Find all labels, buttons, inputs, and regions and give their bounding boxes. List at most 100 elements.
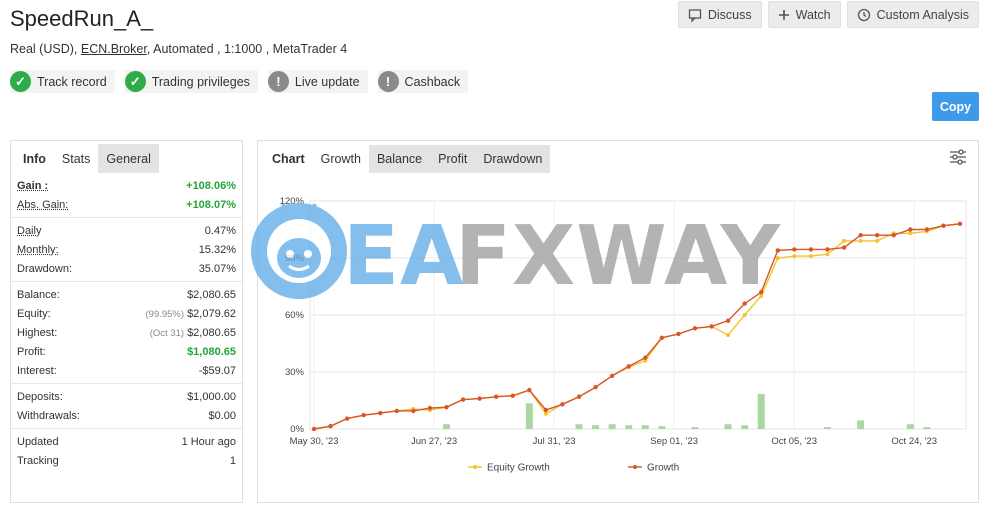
- copy-button[interactable]: Copy: [932, 92, 979, 121]
- tracking-row: Tracking 1: [17, 451, 236, 470]
- balance-value: $2,080.65: [187, 288, 236, 301]
- page-title: SpeedRun_A_: [10, 6, 154, 31]
- legend-equity-dot: [473, 465, 477, 469]
- y-tick-label: 120%: [280, 196, 305, 207]
- interest-row: Interest: -$59.07: [17, 361, 236, 380]
- growth-point: [626, 364, 631, 369]
- profit-bar: [608, 424, 616, 429]
- profit-bar: [823, 427, 831, 429]
- top-actions: Discuss Watch Custom Analysis: [677, 1, 979, 28]
- check-icon: ✓: [10, 71, 31, 92]
- drawdown-label: Drawdown:: [17, 262, 73, 275]
- profit-bar: [724, 424, 732, 429]
- equity-growth-point: [543, 411, 548, 416]
- x-tick-label: Jul 31, '23: [533, 436, 576, 447]
- broker-link[interactable]: ECN.Broker: [80, 42, 147, 56]
- tab-drawdown[interactable]: Drawdown: [475, 145, 551, 173]
- gain-label[interactable]: Gain :: [17, 179, 49, 192]
- growth-point: [709, 324, 714, 329]
- equity-growth-point: [742, 312, 747, 317]
- badge-label: Track record: [37, 74, 107, 89]
- growth-point: [941, 223, 946, 228]
- growth-point: [477, 396, 482, 401]
- x-tick-label: Oct 05, '23: [771, 436, 817, 447]
- badge-live-update[interactable]: ! Live update: [267, 70, 368, 93]
- highest-row: Highest: (Oct 31) $2,080.65: [17, 323, 236, 342]
- daily-row: Daily 0.47%: [17, 221, 236, 240]
- growth-point: [808, 247, 814, 252]
- daily-label[interactable]: Daily: [17, 224, 42, 237]
- growth-point: [924, 227, 930, 232]
- growth-point: [560, 402, 565, 407]
- growth-point: [543, 407, 549, 413]
- y-tick-label: 30%: [285, 367, 305, 378]
- custom-analysis-button[interactable]: Custom Analysis: [846, 1, 979, 28]
- updated-value: 1 Hour ago: [181, 435, 236, 448]
- badge-track-record[interactable]: ✓ Track record: [10, 70, 115, 93]
- growth-point: [344, 416, 350, 421]
- account-details-rest: , Automated , 1:1000 , MetaTrader 4: [146, 42, 348, 56]
- updated-row: Updated 1 Hour ago: [17, 432, 236, 451]
- badge-cashback[interactable]: ! Cashback: [377, 70, 469, 93]
- growth-point: [510, 393, 515, 398]
- tab-stats[interactable]: Stats: [61, 151, 91, 166]
- watermark: EA FXWAY: [251, 203, 782, 304]
- growth-point: [957, 221, 963, 226]
- discuss-label: Discuss: [707, 7, 752, 22]
- equity-growth-point: [792, 254, 797, 259]
- x-tick-label: Sep 01, '23: [650, 436, 698, 447]
- tab-general[interactable]: General: [98, 144, 159, 173]
- tab-chart[interactable]: Chart: [272, 152, 305, 166]
- updated-label: Updated: [17, 435, 59, 448]
- growth-point: [891, 233, 896, 238]
- equity-percent: (99.95%): [145, 308, 185, 320]
- withdrawals-label: Withdrawals:: [17, 409, 80, 422]
- abs-gain-value: +108.07%: [186, 198, 236, 211]
- tab-growth[interactable]: Growth: [320, 152, 361, 166]
- growth-point: [725, 318, 731, 323]
- watch-button[interactable]: Watch: [767, 1, 841, 28]
- growth-point: [609, 373, 615, 378]
- y-tick-label: 60%: [285, 310, 305, 321]
- watermark-text-gray: FXWAY: [455, 209, 782, 304]
- profit-bar: [625, 425, 633, 429]
- discuss-button[interactable]: Discuss: [677, 1, 762, 28]
- filter-settings-icon[interactable]: [948, 147, 968, 167]
- growth-point: [460, 397, 466, 402]
- growth-point: [427, 405, 433, 411]
- tab-profit[interactable]: Profit: [430, 145, 476, 173]
- growth-point: [692, 326, 698, 331]
- deposits-value: $1,000.00: [187, 390, 236, 403]
- y-tick-label: 0%: [290, 424, 304, 435]
- growth-point: [494, 394, 499, 399]
- deposits-row: Deposits: $1,000.00: [17, 387, 236, 406]
- growth-point: [858, 233, 863, 238]
- profit-bar: [906, 424, 914, 429]
- withdrawals-value: $0.00: [208, 409, 236, 422]
- equity-growth-point: [825, 252, 830, 257]
- profit-bar: [658, 426, 666, 429]
- badge-label: Live update: [294, 74, 360, 89]
- badge-trading-privileges[interactable]: ✓ Trading privileges: [124, 70, 258, 93]
- growth-line: [313, 223, 961, 430]
- equity-growth-point: [808, 254, 813, 259]
- equity-value: $2,079.62: [187, 307, 236, 320]
- gain-value: +108.06%: [186, 179, 236, 192]
- watermark-text-blue: EA: [343, 209, 464, 304]
- interest-label: Interest:: [17, 364, 57, 377]
- profit-bar: [443, 424, 451, 429]
- custom-analysis-label: Custom Analysis: [876, 7, 969, 22]
- monthly-value: 15.32%: [198, 243, 236, 256]
- x-tick-label: May 30, '23: [290, 436, 339, 447]
- growth-point: [874, 233, 880, 238]
- profit-bar: [641, 425, 649, 429]
- abs-gain-label[interactable]: Abs. Gain:: [17, 198, 69, 211]
- tab-info[interactable]: Info: [23, 151, 46, 166]
- tab-balance[interactable]: Balance: [368, 145, 431, 173]
- growth-point: [394, 408, 400, 414]
- drawdown-row: Drawdown: 35.07%: [17, 259, 236, 278]
- daily-value: 0.47%: [204, 224, 236, 237]
- growth-point: [676, 331, 681, 337]
- x-tick-label: Jun 27, '23: [411, 436, 457, 447]
- monthly-label[interactable]: Monthly:: [17, 243, 59, 256]
